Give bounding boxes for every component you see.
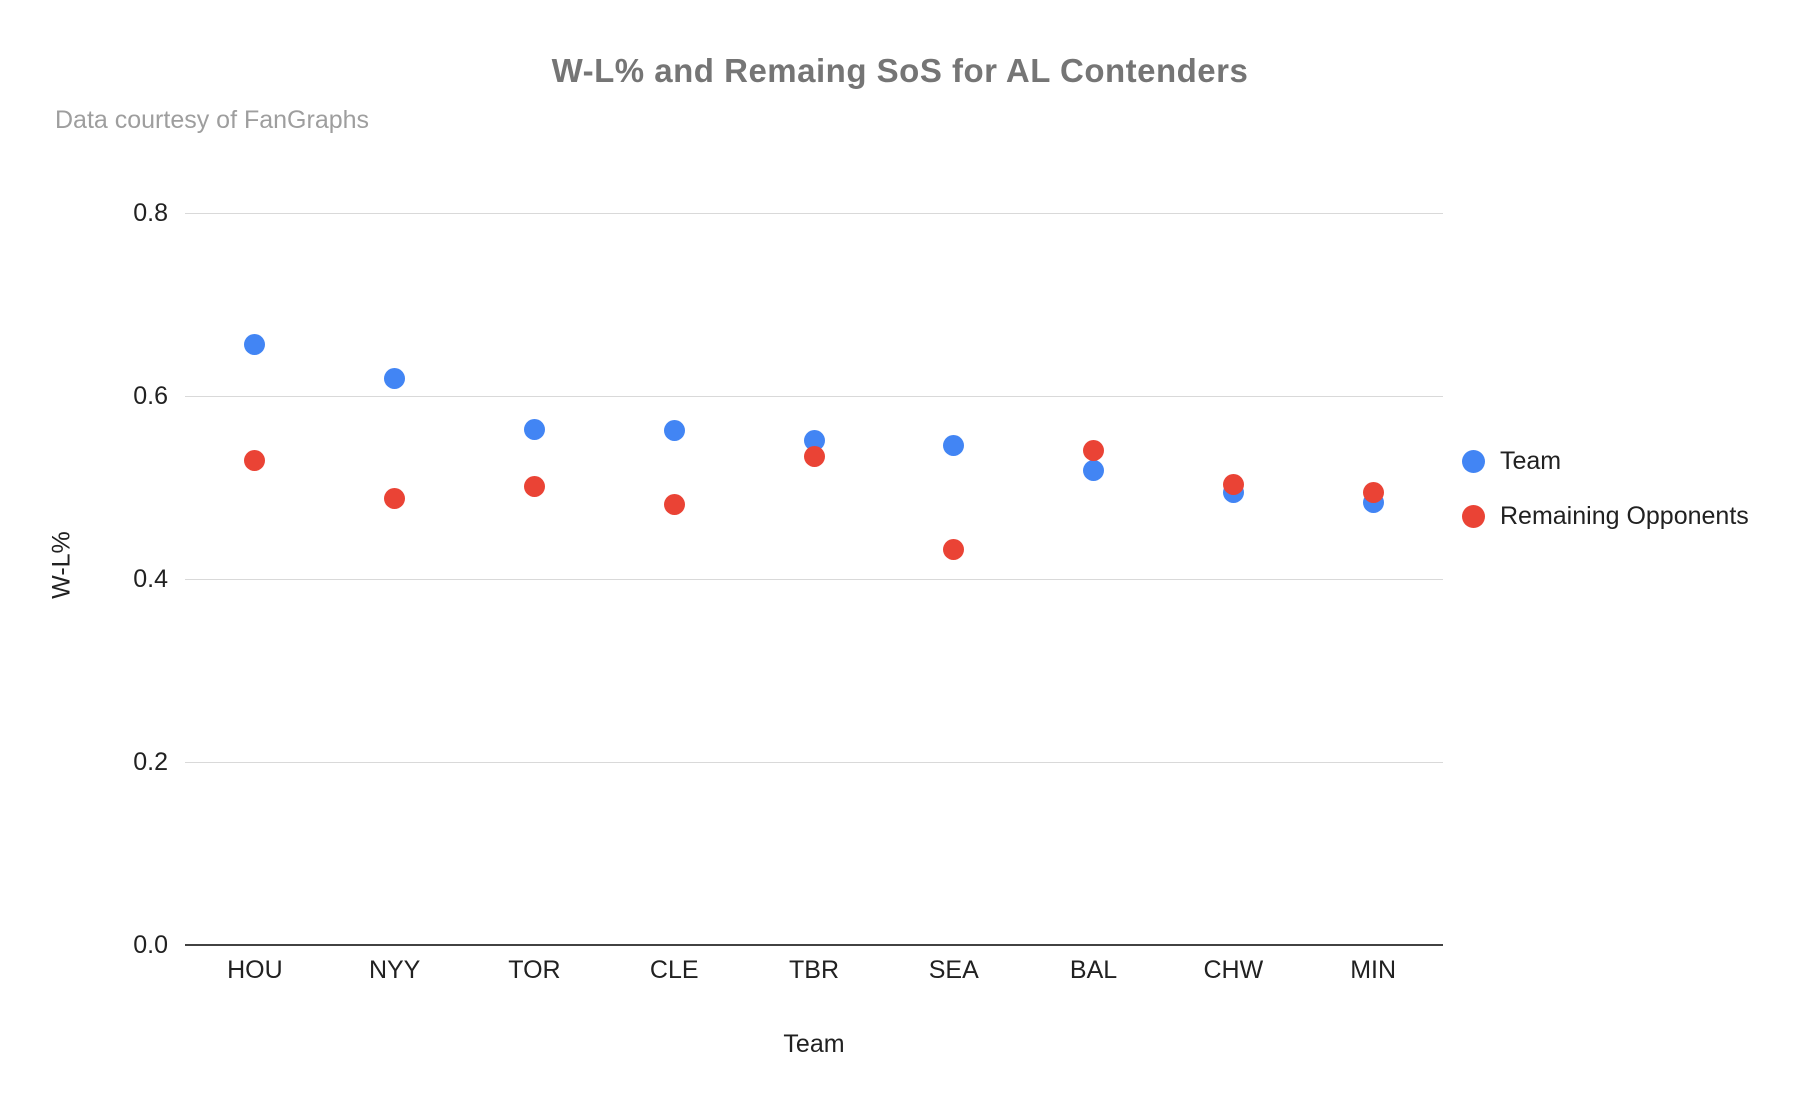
- data-point: [244, 334, 266, 356]
- y-axis-title: W-L%: [47, 531, 76, 599]
- data-point: [384, 487, 406, 509]
- gridline: [185, 396, 1443, 397]
- x-category-label: NYY: [368, 956, 421, 984]
- x-category-label: TBR: [789, 956, 839, 984]
- legend-item: Team: [1462, 444, 1749, 478]
- legend-swatch-icon: [1462, 449, 1485, 473]
- x-category-label: TOR: [508, 956, 561, 984]
- x-category-label: HOU: [227, 956, 283, 984]
- chart-title: W-L% and Remaing SoS for AL Contenders: [551, 52, 1249, 89]
- data-point: [943, 434, 965, 456]
- data-point: [384, 368, 406, 390]
- x-category-label: CLE: [649, 956, 699, 984]
- data-point: [803, 445, 825, 467]
- data-point: [1083, 459, 1105, 481]
- data-point: [663, 494, 685, 516]
- gridline: [185, 762, 1443, 763]
- y-tick-label: 0.6: [133, 382, 168, 410]
- data-point: [943, 539, 965, 561]
- x-category-label: MIN: [1350, 956, 1397, 984]
- data-point: [523, 419, 545, 441]
- gridline: [185, 579, 1443, 580]
- legend-label: Remaining Opponents: [1500, 501, 1749, 530]
- x-axis-line: [185, 944, 1443, 946]
- gridline: [185, 213, 1443, 214]
- data-point: [1083, 440, 1105, 462]
- data-point: [244, 450, 266, 472]
- y-tick-label: 0.8: [133, 199, 168, 227]
- y-tick-label: 0.0: [133, 931, 168, 959]
- x-category-label: SEA: [928, 956, 979, 984]
- data-point: [523, 476, 545, 498]
- legend-label: Team: [1500, 446, 1562, 475]
- y-tick-label: 0.4: [133, 565, 168, 593]
- legend-item: Remaining Opponents: [1462, 499, 1749, 533]
- x-category-label: CHW: [1203, 956, 1264, 984]
- chart-subtitle: Data courtesy of FanGraphs: [55, 106, 370, 134]
- y-tick-label: 0.2: [133, 748, 168, 776]
- legend: Team Remaining Opponents: [1462, 444, 1749, 554]
- x-axis-title: Team: [783, 1030, 845, 1058]
- data-point: [663, 420, 685, 442]
- data-point: [803, 430, 825, 452]
- legend-swatch-icon: [1462, 504, 1485, 528]
- data-point: [1362, 482, 1384, 504]
- x-category-label: BAL: [1069, 956, 1118, 984]
- data-point: [1222, 474, 1244, 496]
